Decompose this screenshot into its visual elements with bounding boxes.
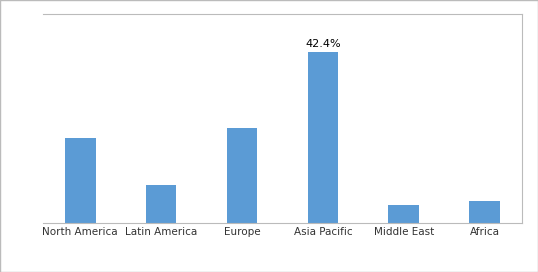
Text: 42.4%: 42.4%: [305, 39, 341, 49]
Bar: [146, 185, 176, 223]
Bar: [308, 52, 338, 223]
Bar: [469, 201, 500, 223]
Bar: [388, 205, 419, 223]
Bar: [65, 138, 96, 223]
Bar: [226, 128, 257, 223]
